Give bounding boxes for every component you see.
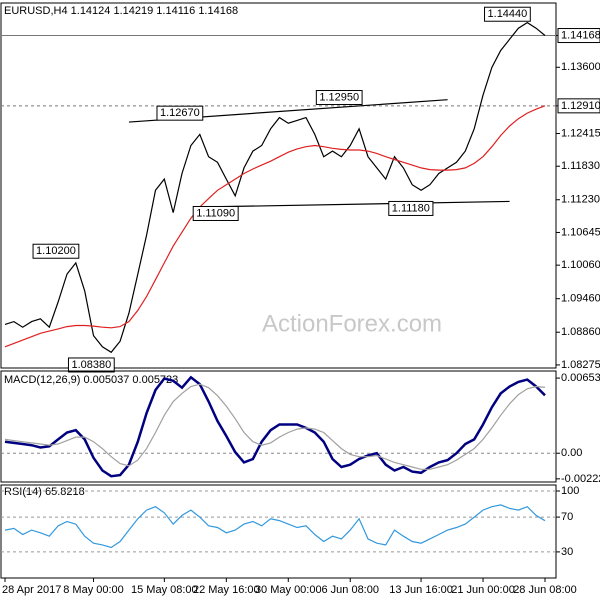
x-tick-label: 21 Jun 00:00	[451, 584, 515, 596]
panel-frame	[0, 2, 557, 369]
macd-title: MACD(12,26,9) 0.005037 0.005723	[4, 374, 178, 386]
y-tick-label: 1.13600	[561, 61, 600, 73]
panel-frame	[0, 484, 557, 579]
x-tick-label: 22 May 16:00	[193, 584, 260, 596]
annotation-box	[484, 6, 531, 22]
annotation-label: 1.11090	[196, 207, 235, 219]
annotation-box	[388, 200, 434, 216]
open: 1.14124	[71, 5, 111, 17]
annotation-label: 1.10200	[36, 245, 76, 257]
x-tick-label: 8 May 00:00	[63, 584, 124, 596]
annotation-box	[156, 105, 204, 121]
series-line	[4, 375, 546, 478]
y-tick-label: 1.10645	[561, 226, 600, 238]
series-line	[4, 504, 546, 549]
annotation-box	[315, 90, 363, 106]
y-tick-label: 0.006534	[561, 372, 600, 384]
annotation-label: 1.14440	[488, 8, 528, 20]
y-tick-label: 30	[561, 546, 573, 558]
series-line	[4, 105, 546, 348]
y-tick-label: 1.08275	[561, 359, 600, 371]
x-tick-label: 6 Jun 08:00	[321, 584, 379, 596]
x-tick-label: 28 Jun 08:00	[513, 584, 577, 596]
x-tick-label: 30 May 00:00	[255, 584, 322, 596]
price-header: EURUSD,H4 1.14124 1.14219 1.14116 1.1416…	[4, 5, 238, 17]
y-tick-label: 1.11830	[561, 160, 600, 172]
y-tick-label: 1.09460	[561, 293, 600, 305]
y-tick-label: -0.002226	[561, 473, 600, 485]
annotation-label: 1.12670	[160, 107, 200, 119]
y-tick-label: 1.12415	[561, 127, 600, 139]
annotation-box	[67, 357, 115, 373]
y-tick-label: 1.10060	[561, 259, 600, 271]
level-box	[557, 28, 600, 44]
close: 1.14168	[198, 5, 238, 17]
low: 1.14116	[156, 5, 195, 17]
y-tick-label: 0.00	[561, 447, 582, 459]
x-tick-label: 15 May 08:00	[131, 584, 198, 596]
level-box	[557, 98, 600, 114]
y-tick-label: 1.12910	[561, 100, 600, 112]
x-tick-label: 28 Apr 2017	[2, 584, 61, 596]
annotation-box	[192, 205, 239, 221]
trend-line	[199, 200, 510, 208]
rsi-title: RSI(14) 65.8218	[4, 486, 85, 498]
annotation-label: 1.11180	[392, 202, 430, 214]
y-tick-label: 100	[561, 485, 579, 497]
y-tick-label: 1.14168	[561, 29, 600, 41]
symbol: EURUSD,H4	[4, 5, 68, 17]
annotation-label: 1.08380	[71, 359, 111, 371]
high: 1.14219	[113, 5, 153, 17]
series-line	[4, 21, 546, 354]
x-tick-label: 13 Jun 16:00	[389, 584, 453, 596]
annotation-label: 1.12950	[319, 92, 359, 104]
annotation-box	[32, 243, 80, 259]
panel-frame	[0, 370, 557, 483]
watermark: ActionForex.com	[262, 310, 442, 337]
y-tick-label: 1.08860	[561, 326, 600, 338]
y-tick-label: 1.11230	[561, 194, 600, 206]
series-line	[4, 383, 546, 470]
y-tick-label: 70	[561, 511, 573, 523]
